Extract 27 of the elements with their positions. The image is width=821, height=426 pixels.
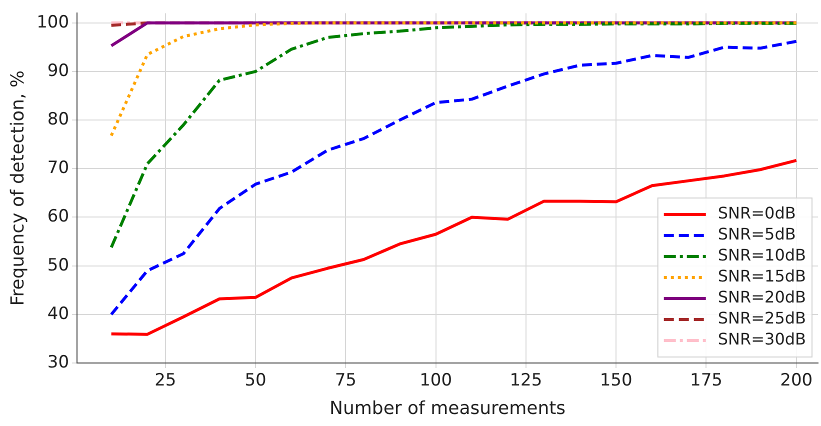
y-tick-label: 60 xyxy=(47,206,70,227)
x-tick-label: 200 xyxy=(780,370,813,391)
y-tick-label: 80 xyxy=(47,110,70,130)
y-tick-label: 50 xyxy=(47,255,70,276)
line-series xyxy=(110,22,798,249)
x-tick-label: 100 xyxy=(420,370,452,391)
legend-label: SNR=25dB xyxy=(718,308,806,328)
x-tick-label: 25 xyxy=(154,370,176,391)
y-tick-label: 90 xyxy=(47,60,70,81)
line-series xyxy=(110,21,798,138)
x-tick-label: 175 xyxy=(690,370,722,391)
legend-label: SNR=5dB xyxy=(718,224,796,244)
y-axis-title: Frequency of detection, % xyxy=(7,70,28,306)
legend-label: SNR=0dB xyxy=(718,204,796,223)
legend-label: SNR=10dB xyxy=(718,246,806,265)
legend-label: SNR=15dB xyxy=(718,266,806,286)
legend-label: SNR=20dB xyxy=(718,288,806,307)
y-tick-label: 30 xyxy=(47,352,70,372)
y-tick-label: 70 xyxy=(47,158,70,178)
x-tick-label: 50 xyxy=(244,370,266,391)
legend-label: SNR=30dB xyxy=(718,330,806,349)
y-tick-label: 100 xyxy=(36,12,70,32)
x-tick-label: 125 xyxy=(510,370,542,391)
y-tick-label: 40 xyxy=(47,304,70,324)
x-tick-label: 75 xyxy=(334,370,356,391)
x-tick-label: 150 xyxy=(600,370,632,391)
x-axis-title: Number of measurements xyxy=(329,398,566,419)
